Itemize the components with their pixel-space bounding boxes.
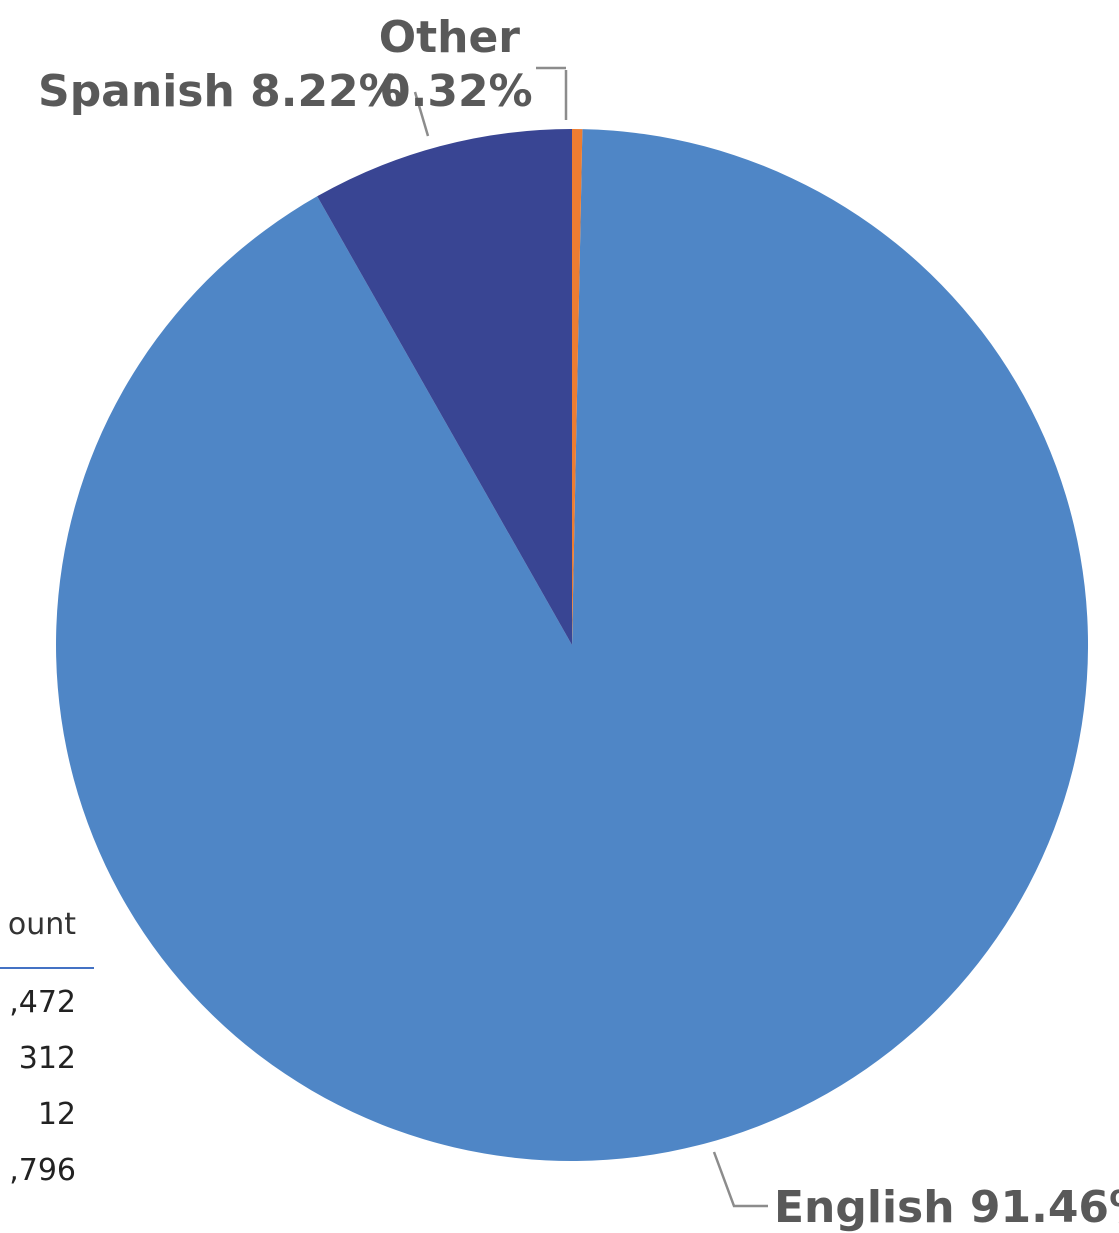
table-fragment: ount ,472 312 12 ,796 — [0, 907, 94, 1188]
table-cell: ,472 — [9, 985, 76, 1020]
label-other-value: 0.32% — [380, 66, 533, 117]
label-other-name: Other — [379, 12, 521, 63]
table-cell: ,796 — [9, 1153, 76, 1188]
label-english: English 91.46% — [774, 1182, 1119, 1233]
slice-english — [56, 129, 1089, 1161]
leader-lines — [413, 66, 768, 1208]
label-spanish: Spanish 8.22% — [38, 66, 403, 117]
slice-spanish — [317, 129, 572, 645]
pie-slices — [56, 128, 1089, 1161]
leader-line-english — [712, 1151, 768, 1208]
table-cell: 312 — [19, 1041, 76, 1076]
table-cell: 12 — [38, 1097, 76, 1132]
table-header: ount — [8, 907, 76, 942]
data-labels: Other 0.32% Spanish 8.22% English 91.46% — [38, 12, 1119, 1233]
slice-other — [572, 128, 583, 646]
leader-line-spanish — [413, 91, 430, 137]
